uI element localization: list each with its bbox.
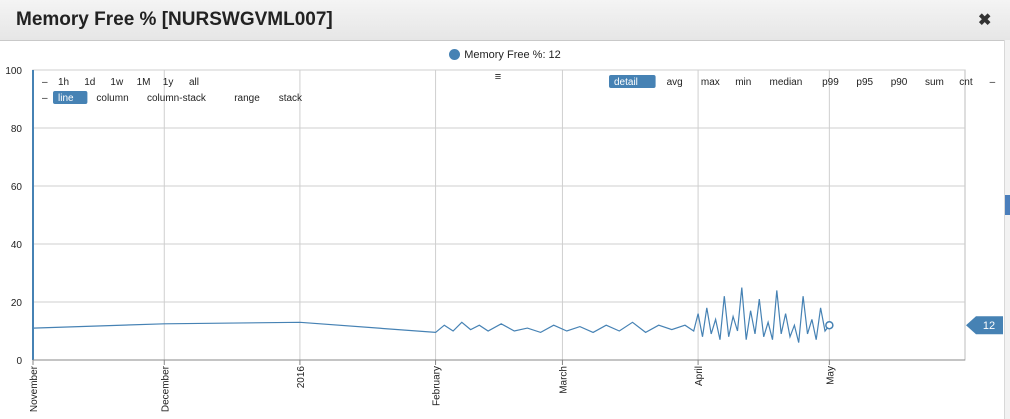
y-tick-label: 80 [11,124,23,135]
series-last-point-marker [825,320,834,330]
legend-label: Memory Free %: 12 [464,49,561,61]
range-button-1h[interactable]: 1h [58,77,69,88]
chart-legend[interactable]: Memory Free %: 12 [0,49,1010,61]
y-tick-label: 20 [11,298,23,309]
type-button-stack[interactable]: stack [279,93,303,104]
scrollbar-thumb[interactable] [1005,195,1010,215]
x-tick-label: April [694,366,705,386]
x-tick-label: November [29,365,40,412]
chart: 0 20 40 60 80 100 November December 2016 February… [5,66,1003,412]
agg-button-median[interactable]: median [770,77,803,88]
window-titlebar: Memory Free % [NURSWGVML007] ✖ [0,0,1010,41]
agg-button-detail[interactable]: detail [614,77,638,88]
x-tick-label: March [558,366,569,394]
range-button-1w[interactable]: 1w [110,77,124,88]
vertical-scrollbar[interactable] [1004,40,1010,419]
agg-button-max[interactable]: max [701,77,720,88]
type-button-column[interactable]: column [96,93,128,104]
current-value-label: 12 [983,320,995,332]
x-tick-label: February [432,366,443,406]
close-icon[interactable]: ✖ [978,12,992,29]
range-button-all[interactable]: all [189,77,199,88]
range-button-1y[interactable]: 1y [163,77,174,88]
legend-marker [449,49,461,60]
x-tick-label: December [160,365,171,412]
agg-button-cnt[interactable]: cnt [959,77,973,88]
current-value-badge [966,316,1003,335]
agg-button-avg[interactable]: avg [667,77,683,88]
type-selected-bg [53,91,88,104]
y-tick-label: 60 [11,182,23,193]
y-tick-label: 40 [11,240,23,251]
series-line [32,287,830,343]
range-button-1d[interactable]: 1d [84,77,95,88]
plot-area-border [32,69,966,361]
x-tick-label: 2016 [296,366,307,389]
type-collapse-toggle[interactable]: – [42,93,48,104]
agg-button-min[interactable]: min [735,77,751,88]
agg-collapse-toggle[interactable]: – [990,77,996,88]
agg-button-sum[interactable]: sum [925,77,944,88]
x-tick-label: May [825,366,836,385]
agg-button-p90[interactable]: p90 [891,77,908,88]
agg-button-p99[interactable]: p99 [822,77,839,88]
type-button-range[interactable]: range [234,93,260,104]
agg-selected-bg [609,75,656,88]
y-tick-label: 0 [16,356,22,367]
agg-button-p95[interactable]: p95 [856,77,873,88]
range-collapse-toggle[interactable]: – [42,77,48,88]
window-title: Memory Free % [NURSWGVML007] [16,9,333,30]
y-tick-label: 100 [5,66,22,77]
range-button-1M[interactable]: 1M [137,77,151,88]
type-button-column-stack[interactable]: column-stack [147,93,207,104]
type-button-line[interactable]: line [58,93,74,104]
chart-menu-icon[interactable]: ≡ [495,71,501,83]
